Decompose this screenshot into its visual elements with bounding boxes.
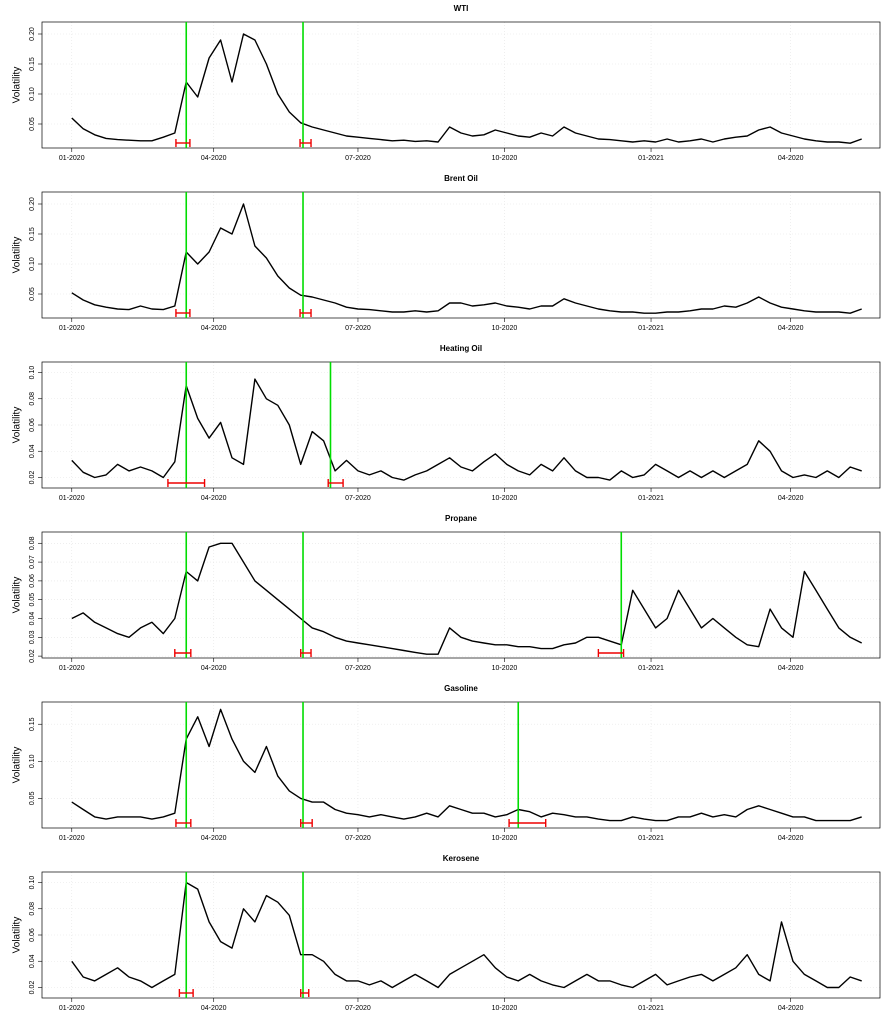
y-tick-label: 0.08 [29, 902, 36, 916]
y-tick-label: 0.08 [29, 392, 36, 406]
y-tick-label: 0.05 [29, 287, 36, 301]
plot-frame [41, 361, 881, 489]
y-axis-label: Volatility [12, 237, 23, 274]
y-tick-label: 0.07 [29, 555, 36, 569]
x-tick-label: 04-2020 [201, 325, 227, 332]
x-tick-label: 01-2020 [59, 155, 85, 162]
series-line [71, 708, 862, 822]
y-tick-label: 0.04 [29, 954, 36, 968]
y-tick-label: 0.10 [29, 754, 36, 768]
y-tick-label: 0.15 [29, 57, 36, 71]
y-tick-label: 0.15 [29, 227, 36, 241]
x-tick-label: 04-2020 [778, 325, 804, 332]
y-tick-label: 0.05 [29, 593, 36, 607]
y-tick-label: 0.02 [29, 649, 36, 663]
x-tick-label: 01-2021 [638, 835, 664, 842]
panel-title: Kerosene [443, 854, 480, 863]
panel-title: Brent Oil [444, 174, 478, 183]
y-tick-label: 0.03 [29, 630, 36, 644]
x-tick-label: 04-2020 [201, 495, 227, 502]
x-tick-label: 01-2021 [638, 325, 664, 332]
x-tick-label: 01-2021 [638, 495, 664, 502]
y-tick-label: 0.08 [29, 536, 36, 550]
x-tick-label: 01-2020 [59, 325, 85, 332]
x-tick-label: 04-2020 [778, 155, 804, 162]
x-tick-label: 04-2020 [778, 495, 804, 502]
series-line [71, 881, 862, 989]
plot-frame [41, 701, 881, 829]
plot-frame [41, 871, 881, 999]
y-tick-label: 0.10 [29, 876, 36, 890]
y-tick-label: 0.05 [29, 791, 36, 805]
y-tick-label: 0.15 [29, 717, 36, 731]
y-axis-label: Volatility [12, 577, 23, 614]
x-tick-label: 10-2020 [492, 325, 518, 332]
x-tick-label: 01-2021 [638, 665, 664, 672]
panel-title: Heating Oil [440, 344, 482, 353]
y-tick-label: 0.20 [29, 27, 36, 41]
series-line [71, 378, 862, 481]
plot-frame [41, 531, 881, 659]
x-tick-label: 04-2020 [778, 665, 804, 672]
x-tick-label: 01-2020 [59, 495, 85, 502]
x-tick-label: 01-2021 [638, 1005, 664, 1012]
x-tick-label: 01-2020 [59, 1005, 85, 1012]
x-tick-label: 01-2020 [59, 665, 85, 672]
x-tick-label: 01-2020 [59, 835, 85, 842]
y-axis-label: Volatility [12, 747, 23, 784]
y-axis-label: Volatility [12, 67, 23, 104]
y-tick-label: 0.10 [29, 87, 36, 101]
x-tick-label: 04-2020 [201, 155, 227, 162]
y-axis-label: Volatility [12, 917, 23, 954]
series-line [71, 542, 863, 655]
y-tick-label: 0.06 [29, 418, 36, 432]
y-axis-label: Volatility [12, 407, 23, 444]
plot-frame [41, 191, 881, 319]
panel-title: Propane [445, 514, 478, 523]
series-line [71, 203, 862, 314]
x-tick-label: 01-2021 [638, 155, 664, 162]
x-tick-label: 04-2020 [201, 665, 227, 672]
x-tick-label: 10-2020 [492, 495, 518, 502]
panel-title: Gasoline [444, 684, 478, 693]
y-tick-label: 0.06 [29, 574, 36, 588]
x-tick-label: 04-2020 [201, 1005, 227, 1012]
y-tick-label: 0.10 [29, 257, 36, 271]
x-tick-label: 07-2020 [345, 325, 371, 332]
y-tick-label: 0.04 [29, 444, 36, 458]
series-line [71, 33, 862, 144]
y-tick-label: 0.05 [29, 117, 36, 131]
x-tick-label: 10-2020 [492, 1005, 518, 1012]
x-tick-label: 10-2020 [492, 155, 518, 162]
x-tick-label: 07-2020 [345, 155, 371, 162]
y-tick-label: 0.04 [29, 612, 36, 626]
y-tick-label: 0.06 [29, 928, 36, 942]
plot-frame [41, 21, 881, 149]
x-tick-label: 04-2020 [201, 835, 227, 842]
y-tick-label: 0.10 [29, 366, 36, 380]
x-tick-label: 07-2020 [345, 1005, 371, 1012]
x-tick-label: 10-2020 [492, 835, 518, 842]
x-tick-label: 04-2020 [778, 1005, 804, 1012]
x-tick-label: 07-2020 [345, 495, 371, 502]
x-tick-label: 07-2020 [345, 665, 371, 672]
y-tick-label: 0.20 [29, 197, 36, 211]
y-tick-label: 0.02 [29, 471, 36, 485]
y-tick-label: 0.02 [29, 981, 36, 995]
x-tick-label: 10-2020 [492, 665, 518, 672]
x-tick-label: 07-2020 [345, 835, 371, 842]
panel-title: WTI [454, 4, 469, 13]
x-tick-label: 04-2020 [778, 835, 804, 842]
